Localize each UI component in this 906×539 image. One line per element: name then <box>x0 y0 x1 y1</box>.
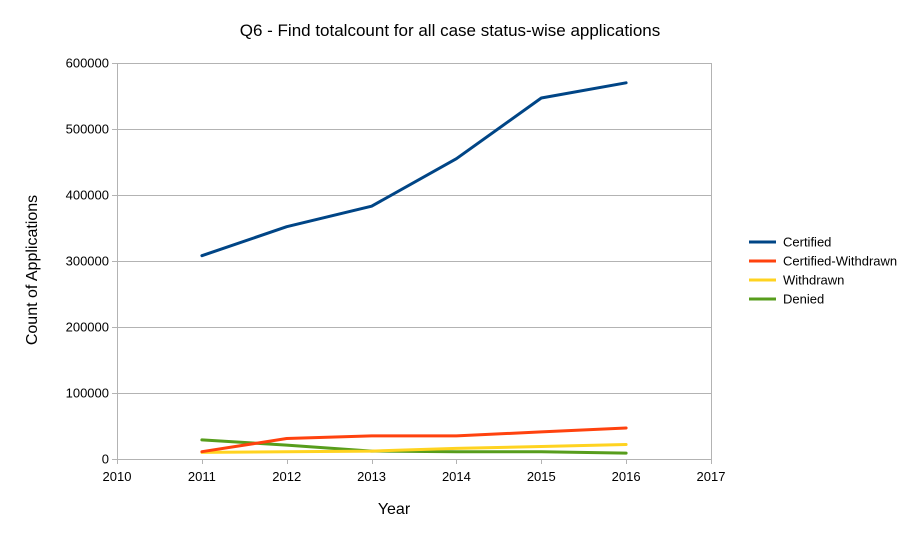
x-tick-label: 2014 <box>442 469 471 484</box>
x-tick-label: 2011 <box>188 469 216 484</box>
y-axis-title: Count of Applications <box>24 195 41 345</box>
chart-title: Q6 - Find totalcount for all case status… <box>240 21 660 40</box>
legend: Certified Certified-Withdrawn Withdrawn Den… <box>749 235 897 307</box>
y-tick-label: 100000 <box>66 386 109 401</box>
y-tick-label: 0 <box>102 452 109 467</box>
y-tick-label: 500000 <box>66 122 109 137</box>
x-tick-label: 2013 <box>357 469 386 484</box>
y-tick-label: 300000 <box>66 254 109 269</box>
x-tick-label: 2015 <box>527 469 556 484</box>
legend-label-denied: Denied <box>783 292 824 307</box>
legend-label-certified: Certified <box>783 235 831 250</box>
series-lines <box>200 81 628 455</box>
x-tick-label: 2010 <box>103 469 132 484</box>
x-tick-label: 2016 <box>612 469 641 484</box>
series-line-denied <box>200 438 628 455</box>
series-line-withdrawn <box>200 443 628 454</box>
legend-label-certified-withdrawn: Certified-Withdrawn <box>783 254 897 269</box>
axes: 0 100000 200000 300000 400000 500000 600000 201… <box>66 56 726 485</box>
y-tick-label: 200000 <box>66 320 109 335</box>
x-tick-label: 2017 <box>697 469 726 484</box>
gridlines <box>117 63 712 460</box>
series-line-certified <box>200 81 628 258</box>
series-line-certified-withdrawn <box>200 426 628 454</box>
x-tick-label: 2012 <box>272 469 301 484</box>
y-tick-label: 400000 <box>66 188 109 203</box>
x-axis-title: Year <box>378 501 411 518</box>
y-tick-label: 600000 <box>66 56 109 71</box>
legend-label-withdrawn: Withdrawn <box>783 273 844 288</box>
